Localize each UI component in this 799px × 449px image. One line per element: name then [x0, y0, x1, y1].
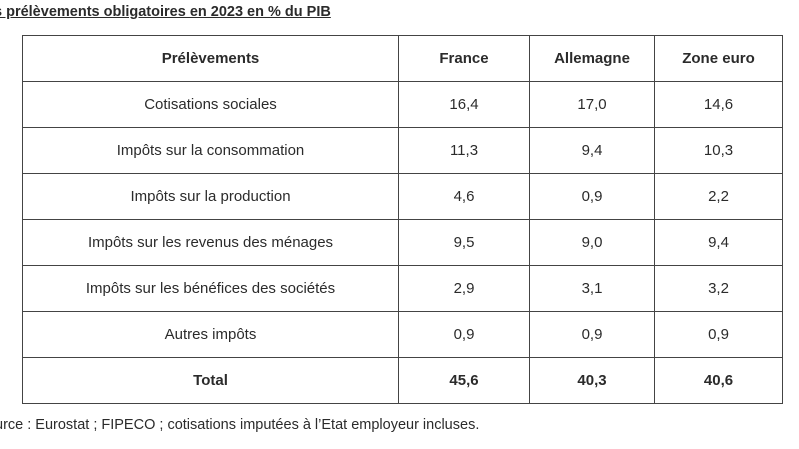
total-zone-euro: 40,6 [654, 357, 783, 404]
header-france: France [398, 35, 530, 82]
cell-france: 0,9 [398, 311, 530, 358]
source-note: urce : Eurostat ; FIPECO ; cotisations i… [0, 417, 480, 433]
table-row: Autres impôts 0,9 0,9 0,9 [22, 311, 783, 358]
total-france: 45,6 [398, 357, 530, 404]
table-row: Impôts sur la consommation 11,3 9,4 10,3 [22, 127, 783, 174]
cell-france: 16,4 [398, 81, 530, 128]
header-prelevements: Prélèvements [22, 35, 399, 82]
row-label: Impôts sur la consommation [22, 127, 399, 174]
cell-zone-euro: 3,2 [654, 265, 783, 312]
header-allemagne: Allemagne [529, 35, 655, 82]
total-allemagne: 40,3 [529, 357, 655, 404]
table-row: Impôts sur les revenus des ménages 9,5 9… [22, 219, 783, 266]
cell-allemagne: 17,0 [529, 81, 655, 128]
cell-zone-euro: 14,6 [654, 81, 783, 128]
cell-allemagne: 9,0 [529, 219, 655, 266]
cell-zone-euro: 2,2 [654, 173, 783, 220]
table-row: Impôts sur les bénéfices des sociétés 2,… [22, 265, 783, 312]
row-label: Impôts sur la production [22, 173, 399, 220]
cell-france: 9,5 [398, 219, 530, 266]
cell-allemagne: 0,9 [529, 311, 655, 358]
cell-zone-euro: 10,3 [654, 127, 783, 174]
row-label: Impôts sur les revenus des ménages [22, 219, 399, 266]
cell-france: 4,6 [398, 173, 530, 220]
row-label: Autres impôts [22, 311, 399, 358]
levies-table: Prélèvements France Allemagne Zone euro … [22, 35, 783, 404]
cell-zone-euro: 9,4 [654, 219, 783, 266]
cell-france: 11,3 [398, 127, 530, 174]
row-label: Cotisations sociales [22, 81, 399, 128]
cell-france: 2,9 [398, 265, 530, 312]
table-caption: s prélèvements obligatoires en 2023 en %… [0, 4, 331, 20]
table-row: Cotisations sociales 16,4 17,0 14,6 [22, 81, 783, 128]
table-header-row: Prélèvements France Allemagne Zone euro [22, 35, 783, 82]
cell-allemagne: 0,9 [529, 173, 655, 220]
header-zone-euro: Zone euro [654, 35, 783, 82]
cell-allemagne: 3,1 [529, 265, 655, 312]
total-label: Total [22, 357, 399, 404]
cell-zone-euro: 0,9 [654, 311, 783, 358]
table-row: Impôts sur la production 4,6 0,9 2,2 [22, 173, 783, 220]
row-label: Impôts sur les bénéfices des sociétés [22, 265, 399, 312]
cell-allemagne: 9,4 [529, 127, 655, 174]
table-total-row: Total 45,6 40,3 40,6 [22, 357, 783, 404]
